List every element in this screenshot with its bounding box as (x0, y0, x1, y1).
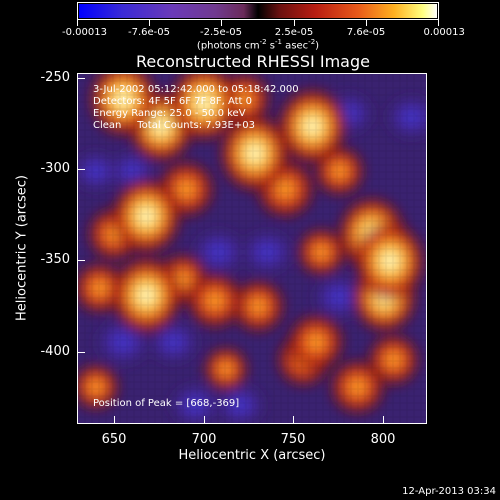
plot-timestamp: 12-Apr-2013 03:34 (402, 486, 496, 497)
colorbar-gradient (79, 4, 437, 18)
y-axis-title: Heliocentric Y (arcsec) (14, 175, 30, 321)
colorbar-units-exp: -2 (308, 38, 316, 46)
colorbar-units-part: ) (315, 40, 320, 52)
colorbar-tick (77, 20, 78, 26)
colorbar-tick (294, 20, 295, 26)
colorbar-label: 0.00013 (423, 27, 465, 38)
x-tick-label: 650 (101, 432, 127, 447)
x-axis-tick (114, 416, 115, 424)
x-tick-label: 700 (191, 432, 217, 447)
colorbar (77, 2, 439, 20)
pixel-texture (78, 74, 426, 423)
plot-title: Reconstructed RHESSI Image (136, 52, 370, 71)
y-tick-label: -250 (40, 70, 70, 85)
colorbar-units-part: (photons cm (196, 40, 260, 52)
colorbar-units-exp: -1 (275, 38, 283, 46)
overlay-clean-counts: Clean Total Counts: 7.93E+03 (93, 120, 255, 131)
colorbar-label: -2.5e-05 (200, 27, 242, 38)
rhessi-image (78, 74, 426, 423)
overlay-energy-range: Energy Range: 25.0 - 50.0 keV (93, 108, 246, 119)
x-tick-label: 750 (280, 432, 306, 447)
y-tick-label: -350 (40, 252, 70, 267)
y-tick-label: -400 (40, 344, 70, 359)
colorbar-units-part: asec (282, 40, 309, 52)
overlay-detectors: Detectors: 4F 5F 6F 7F 8F, Att 0 (93, 96, 253, 107)
colorbar-label: -0.00013 (62, 27, 107, 38)
y-tick-label: -300 (40, 161, 70, 176)
image-plot-area: 3-Jul-2002 05:12:42.000 to 05:18:42.000 … (77, 73, 427, 424)
colorbar-units-exp: -2 (259, 38, 267, 46)
colorbar-tick (149, 20, 150, 26)
colorbar-tick (438, 20, 439, 26)
colorbar-tick (366, 20, 367, 26)
colorbar-label: -7.6e-05 (128, 27, 170, 38)
colorbar-tick (221, 20, 222, 26)
x-axis-tick (204, 416, 205, 424)
x-tick-label: 800 (370, 432, 396, 447)
y-axis-tick (77, 352, 85, 353)
y-axis-tick (77, 78, 85, 79)
y-axis-tick (77, 260, 85, 261)
x-axis-tick (383, 416, 384, 424)
peak-position-label: Position of Peak = [668,-369] (93, 398, 240, 409)
overlay-time-range: 3-Jul-2002 05:12:42.000 to 05:18:42.000 (93, 84, 299, 95)
colorbar-units: (photons cm-2 s-1 asec-2) (197, 38, 319, 51)
colorbar-units-part: s (266, 40, 276, 52)
colorbar-label: 7.6e-05 (346, 27, 386, 38)
colorbar-label: 2.5e-05 (274, 27, 314, 38)
y-axis-tick (77, 169, 85, 170)
x-axis-title: Heliocentric X (arcsec) (178, 448, 326, 463)
x-axis-tick (293, 416, 294, 424)
